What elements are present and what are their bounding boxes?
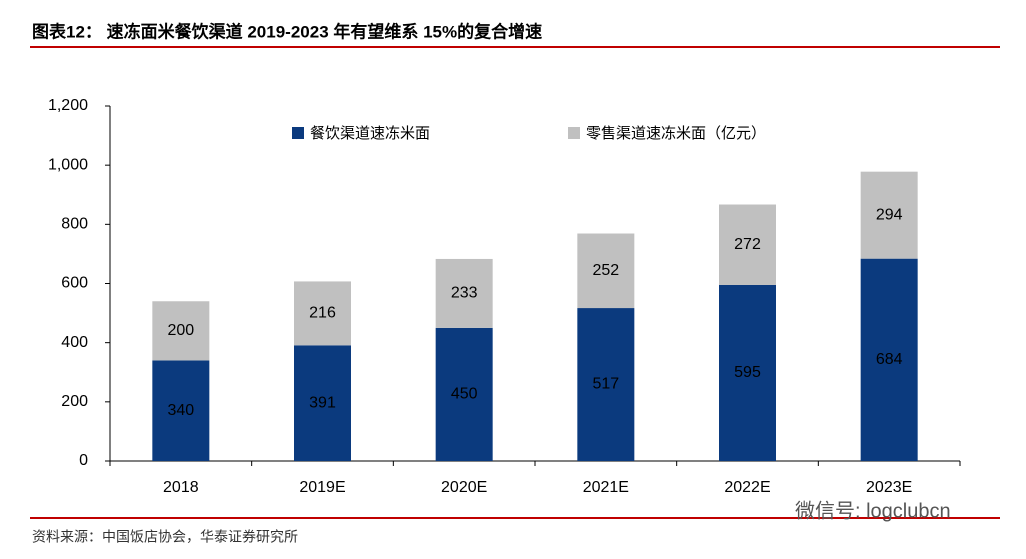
x-tick-label: 2019E (299, 479, 345, 496)
value-label: 595 (734, 364, 761, 381)
value-label: 391 (309, 394, 336, 411)
y-tick-label: 200 (61, 393, 88, 410)
bar-segment (435, 327, 493, 461)
y-tick-label: 1,200 (48, 97, 88, 114)
value-label: 450 (451, 386, 478, 403)
value-label: 294 (876, 206, 903, 223)
value-label: 252 (592, 262, 619, 279)
bar-segment (860, 171, 918, 259)
x-tick-label: 2023E (866, 479, 912, 496)
bar-segment (719, 284, 776, 461)
value-label: 340 (167, 402, 194, 419)
bar-segment (435, 258, 493, 328)
legend-label: 零售渠道速冻米面（亿元） (586, 124, 766, 142)
source: 资料来源：中国饭店协会，华泰证券研究所 (32, 529, 298, 545)
bar-segment (152, 301, 210, 361)
value-label: 216 (309, 305, 336, 322)
x-tick-label: 2018 (163, 479, 199, 496)
bar-segment (860, 258, 918, 461)
value-label: 200 (167, 322, 194, 339)
bar-segment (577, 308, 635, 461)
bar-segment (152, 360, 210, 461)
watermark: 微信号: logclubcn (795, 499, 951, 522)
value-label: 272 (734, 236, 761, 253)
x-tick-label: 2020E (441, 479, 487, 496)
y-tick-label: 1,000 (48, 156, 88, 173)
value-label: 684 (876, 351, 903, 368)
y-tick-label: 0 (79, 452, 88, 469)
bar-segment (294, 281, 351, 346)
y-tick-label: 600 (61, 275, 88, 292)
chart-title: 图表12： 速冻面米餐饮渠道 2019-2023 年有望维系 15%的复合增速 (32, 21, 542, 41)
x-tick-label: 2022E (724, 479, 770, 496)
bar-segment (577, 233, 635, 309)
legend-swatch (292, 127, 304, 139)
y-tick-label: 800 (61, 216, 88, 233)
bar-segment (719, 204, 776, 285)
value-label: 517 (592, 376, 619, 393)
legend-label: 餐饮渠道速冻米面 (310, 124, 430, 142)
bar-segment (294, 345, 351, 461)
x-tick-label: 2021E (583, 479, 629, 496)
y-tick-label: 400 (61, 334, 88, 351)
value-label: 233 (451, 285, 478, 302)
legend-swatch (568, 127, 580, 139)
